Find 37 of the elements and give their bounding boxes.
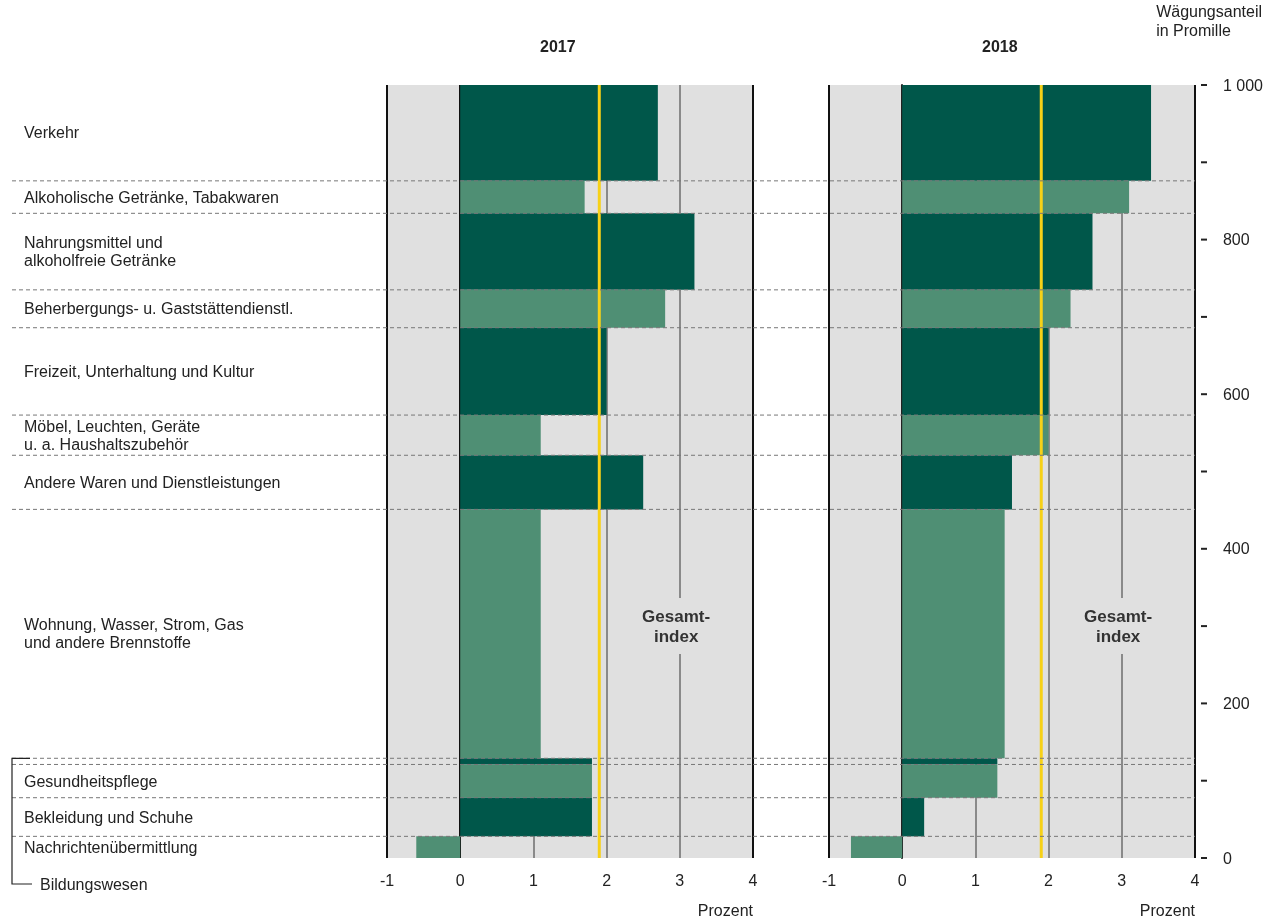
category-label: Verkehr <box>24 124 80 142</box>
x-tick-label: -1 <box>379 871 395 889</box>
x-axis-title: Prozent <box>1139 901 1196 919</box>
ref-line-label: Gesamt- index <box>642 606 711 646</box>
x-tick-label: -1 <box>821 871 837 889</box>
x-tick-label: 4 <box>748 871 758 889</box>
y-tick-label: 1 000 <box>1222 76 1264 94</box>
category-label: Möbel, Leuchten, Geräte u. a. Haushaltszubehör <box>24 417 201 453</box>
x-tick-label: 4 <box>1190 871 1200 889</box>
y-tick-label: 400 <box>1222 540 1250 558</box>
x-tick-label: 2 <box>602 871 612 889</box>
y-tick-label: 600 <box>1222 385 1250 403</box>
x-tick-label: 1 <box>970 871 980 889</box>
category-label: Bekleidung und Schuhe <box>24 808 194 826</box>
category-label: Alkoholische Getränke, Tabakwaren <box>24 188 279 206</box>
ref-line-label: Gesamt- index <box>1084 606 1153 646</box>
y-tick-label: 800 <box>1222 231 1250 249</box>
x-tick-label: 0 <box>455 871 465 889</box>
x-tick-label: 0 <box>897 871 907 889</box>
x-tick-label: 2 <box>1044 871 1054 889</box>
category-label: Nahrungsmittel und alkoholfreie Getränke <box>24 234 177 270</box>
x-tick-label: 1 <box>528 871 538 889</box>
category-label: Gesundheitspflege <box>24 772 158 790</box>
x-tick-label: 3 <box>1117 871 1127 889</box>
y-tick-label: 200 <box>1222 694 1250 712</box>
category-label: Freizeit, Unterhaltung und Kultur <box>24 362 255 380</box>
x-tick-label: 3 <box>675 871 685 889</box>
y-axis-title: Wägungsanteil in Promille <box>1156 3 1262 39</box>
y-tick-label: 0 <box>1222 849 1232 867</box>
category-label: Bildungswesen <box>40 875 148 893</box>
chart-title: 2018 <box>982 37 1018 55</box>
x-axis-title: Prozent <box>697 901 754 919</box>
chart-title: 2017 <box>540 37 576 55</box>
category-label: Andere Waren und Dienstleistungen <box>24 473 281 491</box>
category-label: Wohnung, Wasser, Strom, Gas und andere Brennstoffe <box>24 616 244 652</box>
category-label: Beherbergungs- u. Gaststättendienstl. <box>24 300 294 318</box>
category-label: Nachrichtenübermittlung <box>24 838 198 856</box>
